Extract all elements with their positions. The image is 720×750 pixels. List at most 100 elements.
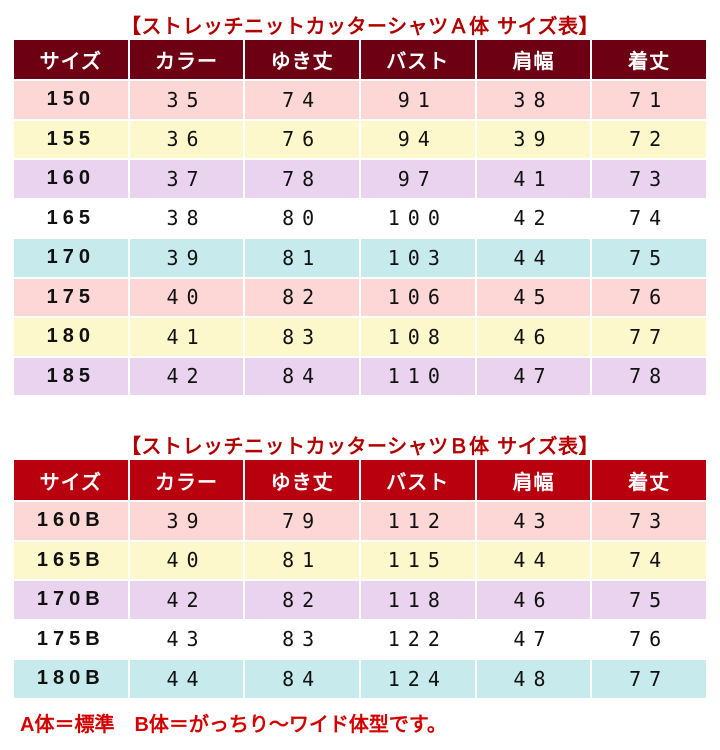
cell-shoulder: 44 bbox=[474, 539, 593, 581]
size-table-a: サイズ カラー ゆき丈 バスト 肩幅 着丈 150 35 74 91 38 71… bbox=[12, 38, 708, 397]
table-row: 160 37 78 97 41 73 bbox=[12, 158, 708, 200]
cell-shoulder: 42 bbox=[474, 197, 593, 239]
cell-length: 75 bbox=[590, 579, 708, 621]
cell-length: 78 bbox=[590, 355, 708, 397]
cell-size: 165B bbox=[12, 539, 130, 581]
cell-shoulder: 41 bbox=[474, 158, 593, 200]
cell-collar: 40 bbox=[127, 539, 246, 581]
table-header-row: サイズ カラー ゆき丈 バスト 肩幅 着丈 bbox=[12, 458, 708, 502]
cell-size: 160B bbox=[12, 500, 130, 542]
cell-bust: 106 bbox=[358, 276, 477, 318]
cell-length: 75 bbox=[590, 237, 708, 279]
body-type-note: A体＝標準 B体＝がっちり～ワイド体型です。 bbox=[20, 714, 447, 736]
cell-length: 73 bbox=[590, 158, 708, 200]
table-row: 175 40 82 106 45 76 bbox=[12, 276, 708, 318]
cell-collar: 40 bbox=[127, 276, 246, 318]
cell-shoulder: 38 bbox=[474, 79, 593, 121]
cell-collar: 39 bbox=[127, 237, 246, 279]
header-length: 着丈 bbox=[590, 458, 708, 502]
cell-length: 77 bbox=[590, 316, 708, 358]
cell-size: 180B bbox=[12, 658, 130, 700]
cell-length: 71 bbox=[590, 79, 708, 121]
cell-size: 170B bbox=[12, 579, 130, 621]
cell-size: 165 bbox=[12, 197, 130, 239]
cell-collar: 37 bbox=[127, 158, 246, 200]
cell-length: 74 bbox=[590, 197, 708, 239]
table-row: 160B 39 79 112 43 73 bbox=[12, 500, 708, 542]
cell-bust: 97 bbox=[358, 158, 477, 200]
header-size: サイズ bbox=[12, 38, 130, 81]
cell-size: 180 bbox=[12, 316, 130, 358]
table-row: 185 42 84 110 47 78 bbox=[12, 355, 708, 397]
cell-length: 74 bbox=[590, 539, 708, 581]
cell-sleeve: 83 bbox=[243, 316, 361, 358]
header-shoulder: 肩幅 bbox=[474, 458, 593, 502]
cell-shoulder: 46 bbox=[474, 316, 593, 358]
cell-bust: 94 bbox=[358, 118, 477, 160]
table-row: 155 36 76 94 39 72 bbox=[12, 118, 708, 160]
cell-shoulder: 47 bbox=[474, 355, 593, 397]
cell-sleeve: 81 bbox=[243, 237, 361, 279]
table-row: 150 35 74 91 38 71 bbox=[12, 79, 708, 121]
cell-sleeve: 80 bbox=[243, 197, 361, 239]
cell-size: 175 bbox=[12, 276, 130, 318]
header-size: サイズ bbox=[12, 458, 130, 502]
cell-sleeve: 82 bbox=[243, 276, 361, 318]
cell-sleeve: 78 bbox=[243, 158, 361, 200]
cell-bust: 115 bbox=[358, 539, 477, 581]
cell-length: 76 bbox=[590, 618, 708, 660]
cell-bust: 124 bbox=[358, 658, 477, 700]
cell-collar: 38 bbox=[127, 197, 246, 239]
cell-shoulder: 48 bbox=[474, 658, 593, 700]
header-shoulder: 肩幅 bbox=[474, 38, 593, 81]
cell-collar: 36 bbox=[127, 118, 246, 160]
cell-length: 72 bbox=[590, 118, 708, 160]
cell-collar: 35 bbox=[127, 79, 246, 121]
cell-sleeve: 84 bbox=[243, 355, 361, 397]
header-bust: バスト bbox=[358, 458, 477, 502]
cell-bust: 100 bbox=[358, 197, 477, 239]
table-row: 175B 43 83 122 47 76 bbox=[12, 618, 708, 660]
cell-size: 160 bbox=[12, 158, 130, 200]
cell-bust: 103 bbox=[358, 237, 477, 279]
table-row: 170B 42 82 118 46 75 bbox=[12, 579, 708, 621]
header-sleeve: ゆき丈 bbox=[243, 38, 361, 81]
cell-sleeve: 76 bbox=[243, 118, 361, 160]
cell-collar: 41 bbox=[127, 316, 246, 358]
table-row: 180 41 83 108 46 77 bbox=[12, 316, 708, 358]
cell-size: 150 bbox=[12, 79, 130, 121]
cell-length: 73 bbox=[590, 500, 708, 542]
cell-collar: 43 bbox=[127, 618, 246, 660]
cell-collar: 39 bbox=[127, 500, 246, 542]
cell-bust: 112 bbox=[358, 500, 477, 542]
cell-shoulder: 47 bbox=[474, 618, 593, 660]
header-collar: カラー bbox=[127, 38, 246, 81]
header-sleeve: ゆき丈 bbox=[243, 458, 361, 502]
cell-sleeve: 74 bbox=[243, 79, 361, 121]
cell-sleeve: 83 bbox=[243, 618, 361, 660]
table-row: 165B 40 81 115 44 74 bbox=[12, 539, 708, 581]
cell-sleeve: 79 bbox=[243, 500, 361, 542]
cell-bust: 108 bbox=[358, 316, 477, 358]
header-collar: カラー bbox=[127, 458, 246, 502]
cell-collar: 42 bbox=[127, 579, 246, 621]
cell-size: 175B bbox=[12, 618, 130, 660]
cell-sleeve: 81 bbox=[243, 539, 361, 581]
cell-bust: 91 bbox=[358, 79, 477, 121]
size-table-b: サイズ カラー ゆき丈 バスト 肩幅 着丈 160B 39 79 112 43 … bbox=[12, 458, 708, 700]
cell-length: 76 bbox=[590, 276, 708, 318]
cell-length: 77 bbox=[590, 658, 708, 700]
cell-sleeve: 84 bbox=[243, 658, 361, 700]
table-row: 170 39 81 103 44 75 bbox=[12, 237, 708, 279]
header-length: 着丈 bbox=[590, 38, 708, 81]
cell-shoulder: 46 bbox=[474, 579, 593, 621]
cell-bust: 122 bbox=[358, 618, 477, 660]
cell-collar: 44 bbox=[127, 658, 246, 700]
cell-shoulder: 44 bbox=[474, 237, 593, 279]
table-b-title: 【ストレッチニットカッターシャツＢ体 サイズ表】 bbox=[121, 434, 599, 458]
table-header-row: サイズ カラー ゆき丈 バスト 肩幅 着丈 bbox=[12, 38, 708, 81]
cell-sleeve: 82 bbox=[243, 579, 361, 621]
table-a-title: 【ストレッチニットカッターシャツＡ体 サイズ表】 bbox=[121, 14, 599, 38]
cell-shoulder: 45 bbox=[474, 276, 593, 318]
cell-collar: 42 bbox=[127, 355, 246, 397]
